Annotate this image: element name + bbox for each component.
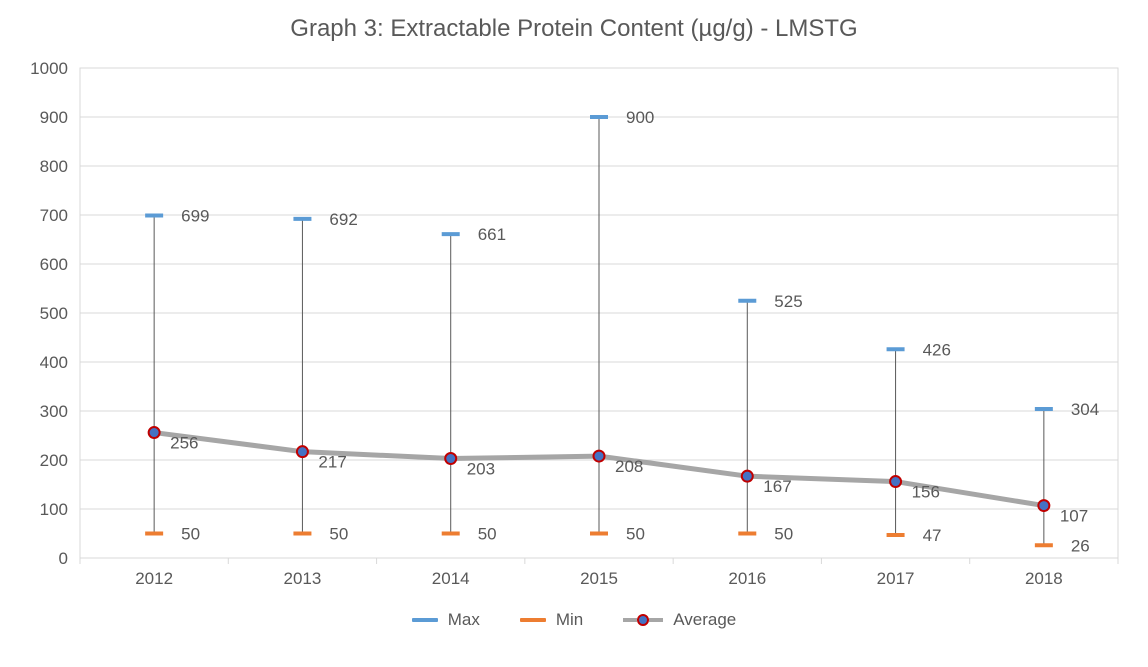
legend-item-max: Max — [412, 610, 480, 630]
chart-container: Graph 3: Extractable Protein Content (µg… — [0, 0, 1148, 667]
average-data-label: 217 — [318, 453, 346, 472]
legend-item-avg: Average — [623, 610, 736, 630]
x-category-label: 2015 — [580, 569, 618, 588]
y-tick-label: 0 — [59, 549, 68, 568]
y-tick-label: 800 — [40, 157, 68, 176]
average-marker — [742, 471, 753, 482]
legend-swatch-min — [520, 618, 546, 622]
x-category-label: 2017 — [877, 569, 915, 588]
min-data-label: 50 — [774, 525, 793, 544]
x-category-label: 2013 — [284, 569, 322, 588]
min-data-label: 50 — [626, 525, 645, 544]
max-data-label: 304 — [1071, 400, 1099, 419]
min-data-label: 26 — [1071, 536, 1090, 555]
legend: Max Min Average — [0, 610, 1148, 630]
average-data-label: 156 — [912, 483, 940, 502]
max-data-label: 426 — [923, 340, 951, 359]
y-tick-label: 200 — [40, 451, 68, 470]
plot-area: 0 100 200 300 400 500 600 700 800 900 1000 2012 2013… — [20, 58, 1128, 603]
average-marker — [297, 446, 308, 457]
average-marker — [594, 451, 605, 462]
average-data-label: 167 — [763, 477, 791, 496]
average-data-label: 107 — [1060, 507, 1088, 526]
legend-item-min: Min — [520, 610, 583, 630]
average-data-label: 208 — [615, 457, 643, 476]
average-marker — [149, 427, 160, 438]
x-category-label: 2016 — [728, 569, 766, 588]
y-tick-label: 300 — [40, 402, 68, 421]
y-tick-label: 700 — [40, 206, 68, 225]
average-marker — [1038, 500, 1049, 511]
max-data-label: 692 — [329, 210, 357, 229]
max-data-label: 900 — [626, 108, 654, 127]
legend-label-min: Min — [556, 610, 583, 630]
min-data-label: 50 — [329, 525, 348, 544]
y-tick-label: 100 — [40, 500, 68, 519]
max-data-label: 661 — [478, 225, 506, 244]
legend-swatch-avg — [623, 611, 663, 629]
y-tick-label: 600 — [40, 255, 68, 274]
x-category-label: 2012 — [135, 569, 173, 588]
max-data-label: 525 — [774, 292, 802, 311]
min-data-label: 50 — [181, 525, 200, 544]
min-data-label: 50 — [478, 525, 497, 544]
y-tick-label: 900 — [40, 108, 68, 127]
legend-label-avg: Average — [673, 610, 736, 630]
x-category-label: 2014 — [432, 569, 470, 588]
x-category-label: 2018 — [1025, 569, 1063, 588]
min-data-label: 47 — [923, 526, 942, 545]
average-marker — [890, 476, 901, 487]
average-data-label: 203 — [467, 460, 495, 479]
plot-svg: 0 100 200 300 400 500 600 700 800 900 1000 2012 2013… — [20, 58, 1128, 598]
average-marker — [445, 453, 456, 464]
chart-title: Graph 3: Extractable Protein Content (µg… — [0, 15, 1148, 43]
legend-swatch-max — [412, 618, 438, 622]
average-data-label: 256 — [170, 434, 198, 453]
max-data-label: 699 — [181, 206, 209, 225]
y-tick-label: 1000 — [30, 59, 68, 78]
legend-label-max: Max — [448, 610, 480, 630]
y-tick-label: 400 — [40, 353, 68, 372]
y-tick-label: 500 — [40, 304, 68, 323]
